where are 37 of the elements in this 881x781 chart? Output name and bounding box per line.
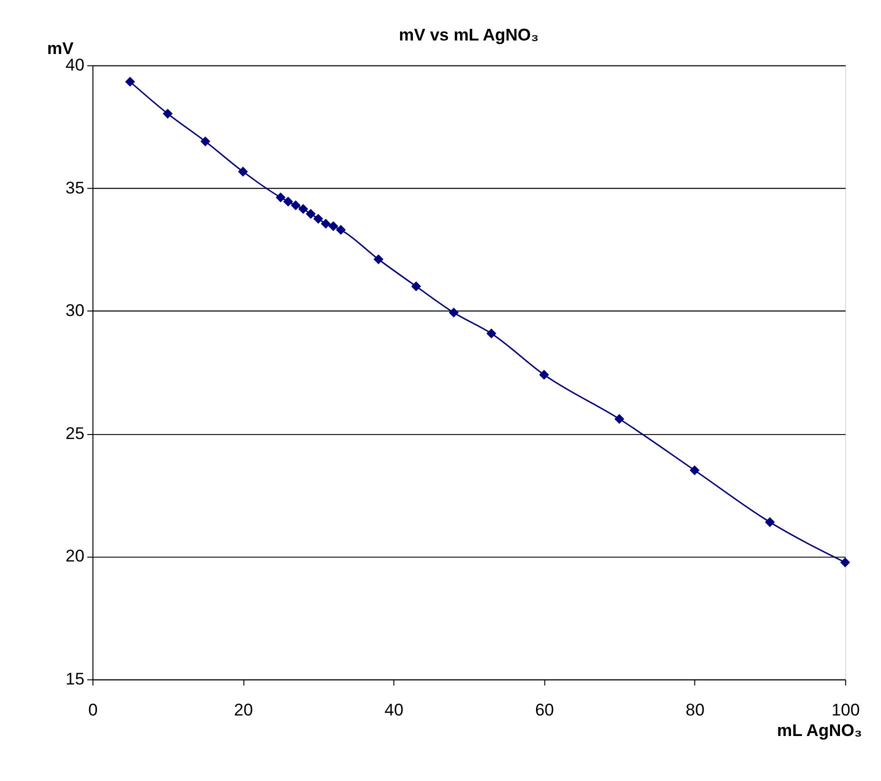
point: [336, 224, 346, 235]
point: [313, 214, 324, 224]
y-tick-label: 40: [66, 55, 84, 74]
point: [486, 328, 496, 338]
x-tick-label: 80: [686, 700, 705, 720]
chart-title: mV vs mL AgNO₃: [398, 26, 539, 45]
point: [125, 76, 136, 87]
y-tick-label: 15: [66, 670, 84, 689]
point: [283, 196, 294, 207]
point: [276, 192, 286, 202]
x-tick-label: 40: [384, 700, 404, 720]
x-tick-label: 60: [535, 700, 554, 720]
point: [200, 136, 210, 146]
point: [238, 166, 248, 177]
y-tick-label: 30: [66, 301, 84, 320]
point: [411, 281, 422, 292]
point: [320, 218, 331, 229]
point: [290, 200, 301, 210]
point: [840, 557, 850, 568]
y-axis-title: mV: [47, 38, 74, 58]
point: [690, 465, 700, 476]
x-tick-label: 0: [88, 700, 98, 720]
point: [298, 204, 308, 214]
point: [306, 208, 316, 219]
x-tick-label: 100: [831, 700, 860, 720]
point: [374, 254, 384, 264]
x-axis-title: mL AgNO₃: [776, 720, 862, 740]
point: [162, 108, 173, 119]
y-tick-label: 25: [66, 424, 84, 443]
y-tick-label: 35: [66, 178, 84, 198]
point: [614, 414, 624, 424]
point: [764, 517, 775, 528]
point: [328, 221, 338, 232]
y-tick-label: 20: [66, 546, 84, 566]
x-tick-label: 20: [234, 700, 253, 720]
point: [448, 308, 459, 318]
point: [539, 370, 550, 380]
